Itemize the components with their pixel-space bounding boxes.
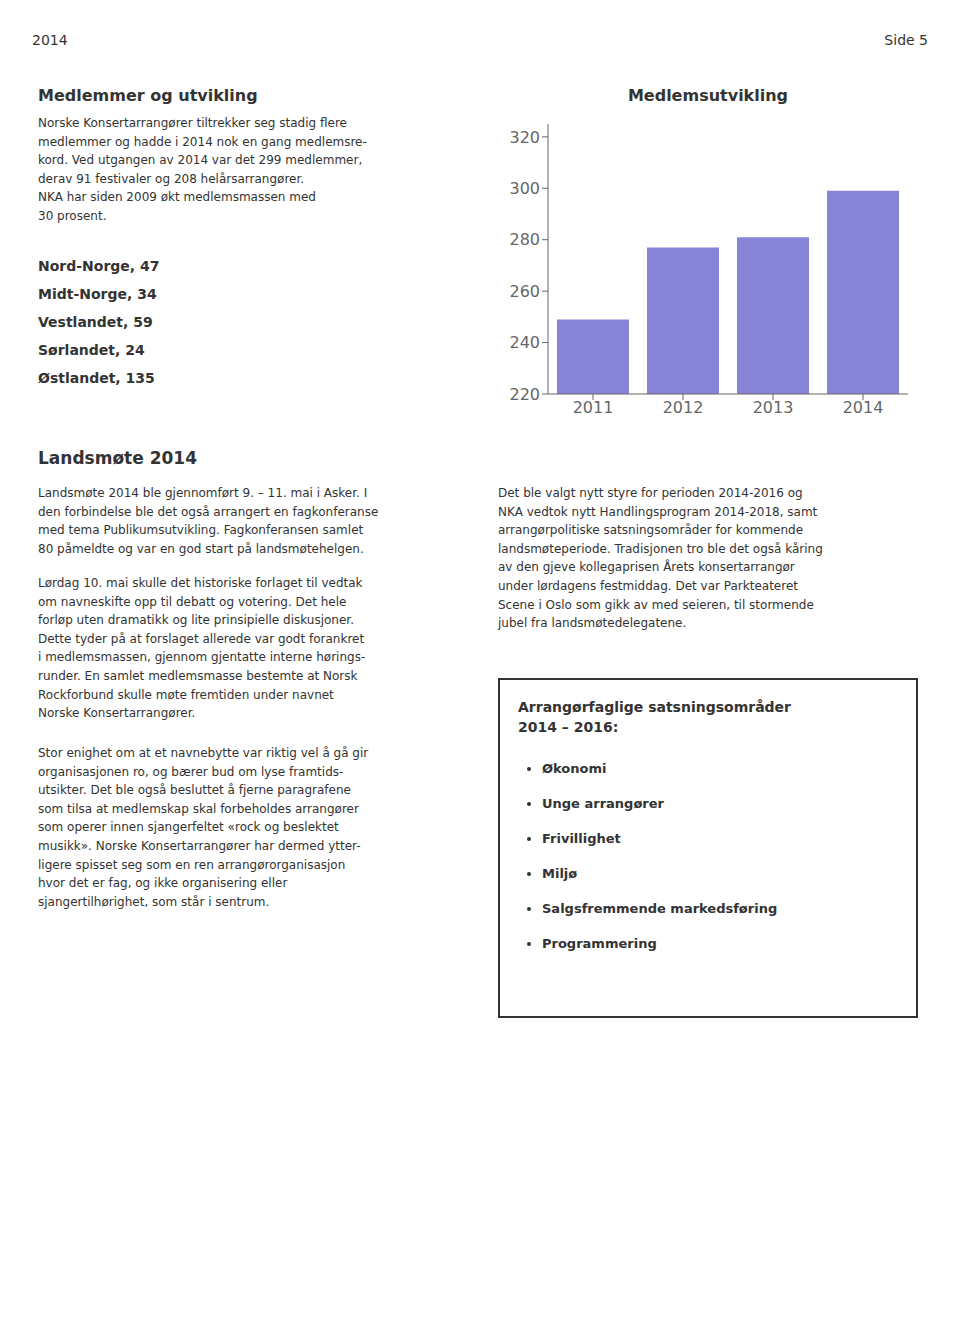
svg-text:280: 280 [509, 230, 540, 249]
html-text:Landsmøte 2014: Landsmøte 2014 [38, 448, 197, 468]
html-text:Arrangørfaglige satsningsområd: Arrangørfaglige satsningsområder 2014 – … [518, 699, 791, 735]
html-text:Sørlandet, 24: Sørlandet, 24 [38, 342, 145, 358]
svg-text:2011: 2011 [573, 398, 614, 417]
html-text:Programmering: Programmering [542, 936, 657, 952]
html-text:Vestlandet, 59: Vestlandet, 59 [38, 314, 153, 330]
html-text:Side 5: Side 5 [884, 32, 928, 48]
html-text:Frivillighet: Frivillighet [542, 831, 621, 847]
html-text:Økonomi: Økonomi [542, 761, 607, 777]
html-text:Medlemsutvikling: Medlemsutvikling [627, 86, 789, 105]
html-text:Midt-Norge, 34: Midt-Norge, 34 [38, 286, 157, 302]
svg-text:2012: 2012 [663, 398, 704, 417]
svg-text:320: 320 [509, 128, 540, 147]
html-text:Miljø: Miljø [542, 866, 578, 882]
html-text:Østlandet, 135: Østlandet, 135 [38, 370, 155, 386]
html-text:2014: 2014 [32, 32, 68, 48]
html-text:Stor enighet om at et navnebyt: Stor enighet om at et navnebytte var rik… [38, 746, 369, 909]
html-text:Norske Konsertarrangører tiltr: Norske Konsertarrangører tiltrekker seg … [38, 116, 367, 223]
svg-text:2013: 2013 [753, 398, 794, 417]
html-text:Landsmøte 2014 ble gjennomført: Landsmøte 2014 ble gjennomført 9. – 11. … [38, 486, 379, 556]
svg-text:260: 260 [509, 282, 540, 301]
html-text:Nord-Norge, 47: Nord-Norge, 47 [38, 258, 160, 274]
html-text:Lørdag 10. mai skulle det hist: Lørdag 10. mai skulle det historiske for… [38, 576, 366, 721]
svg-text:2014: 2014 [843, 398, 884, 417]
html-text:Det ble valgt nytt styre for p: Det ble valgt nytt styre for perioden 20… [498, 486, 823, 631]
svg-text:220: 220 [509, 385, 540, 404]
html-text:Unge arrangører: Unge arrangører [542, 796, 664, 812]
html-text:Medlemmer og utvikling: Medlemmer og utvikling [38, 86, 258, 105]
svg-text:300: 300 [509, 179, 540, 198]
html-text:Salgsfremmende markedsføring: Salgsfremmende markedsføring [542, 901, 778, 917]
svg-text:240: 240 [509, 333, 540, 352]
